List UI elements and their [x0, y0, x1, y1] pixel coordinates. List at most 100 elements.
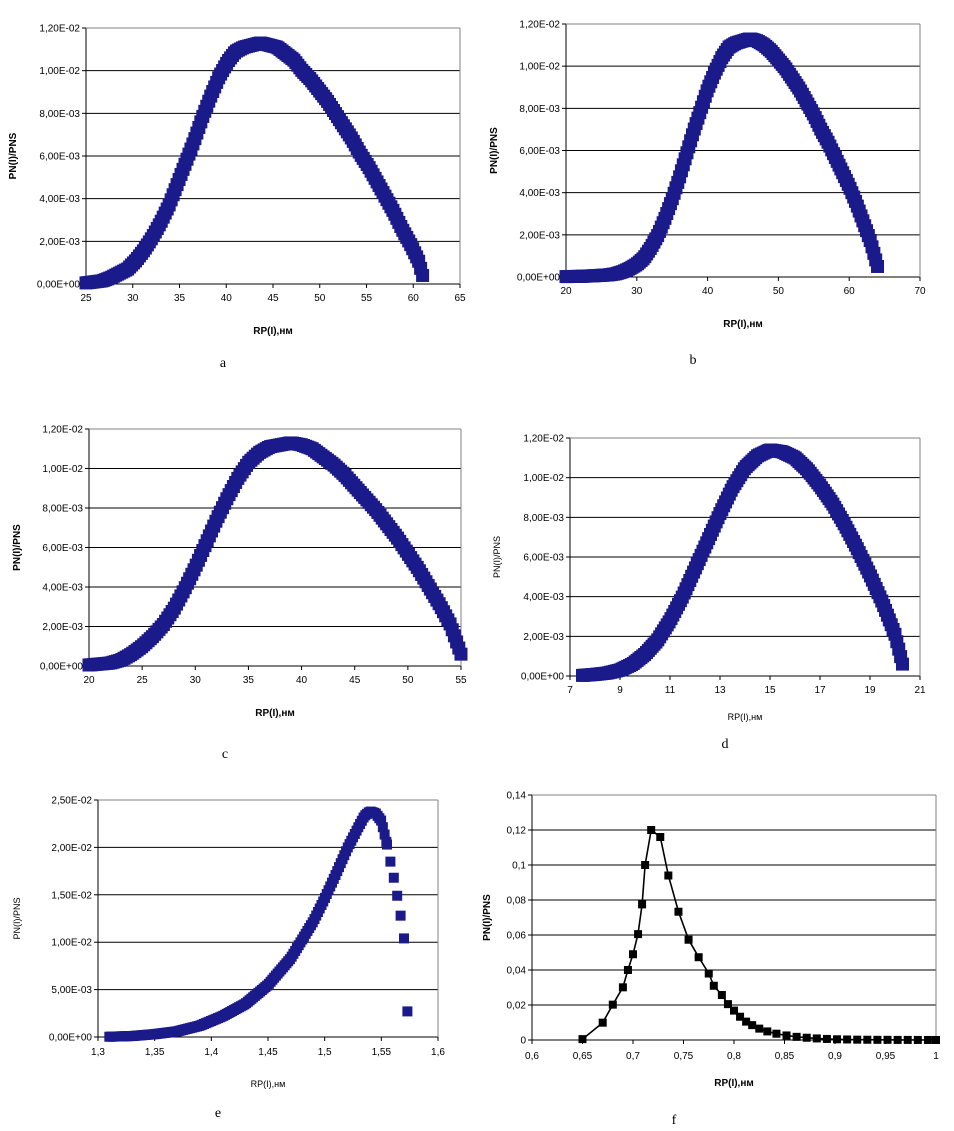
x-tick-label: 20	[560, 286, 572, 297]
data-point	[416, 268, 430, 282]
data-point	[578, 1035, 587, 1044]
data-point	[772, 1029, 781, 1038]
chart-f: 0 0,02 0,04 0,06 0,08 0,1 0,12 0,14 0,6 0,65 0,7 0,…	[482, 791, 940, 1128]
subfigure-caption: f	[672, 1113, 677, 1128]
chart-c: 0,00E+00 2,00E-03 4,00E-03 6,00E-03 8,00E-03…	[12, 425, 468, 762]
data-point	[694, 953, 703, 962]
subfigure-caption: a	[220, 356, 227, 371]
y-tick-label: 1,20E-02	[39, 24, 80, 35]
x-tick-label: 25	[137, 675, 149, 686]
x-tick-label: 50	[402, 675, 414, 686]
y-tick-label: 4,00E-03	[42, 583, 83, 594]
x-tick-label: 13	[714, 685, 726, 696]
data-point	[656, 833, 665, 841]
data-point	[896, 657, 909, 671]
data-point	[623, 966, 632, 974]
data-point	[634, 930, 643, 939]
data-point	[618, 983, 627, 992]
data-point	[871, 259, 885, 273]
data-point	[913, 1035, 922, 1044]
y-tick-label: 1,00E-02	[519, 62, 560, 73]
x-axis-label: RP(I),нм	[723, 319, 763, 330]
data-point	[664, 871, 673, 880]
y-tick-label: 1,20E-02	[42, 425, 83, 436]
data-point	[730, 1006, 738, 1015]
x-tick-label: 0,7	[626, 1051, 640, 1062]
y-tick-label: 8,00E-03	[523, 513, 564, 524]
y-tick-label: 0,04	[507, 966, 527, 977]
data-point	[883, 1035, 892, 1044]
data-point	[709, 981, 718, 990]
x-axis-label: RP(I),нм	[255, 708, 295, 719]
x-tick-label: 17	[814, 685, 826, 696]
data-point	[399, 933, 409, 944]
x-tick-label: 30	[631, 286, 643, 297]
data-point	[641, 861, 650, 869]
data-point	[598, 1018, 607, 1027]
y-tick-label: 2,00E-03	[519, 230, 560, 241]
y-tick-label: 8,00E-03	[42, 504, 83, 515]
y-axis-label: PN(I)/PNS	[482, 894, 493, 941]
data-point	[684, 935, 693, 944]
x-tick-label: 9	[617, 685, 623, 696]
y-tick-label: 1,00E-02	[39, 66, 80, 77]
subfigure-caption: e	[215, 1106, 221, 1121]
y-tick-label: 8,00E-03	[39, 109, 80, 120]
data-point	[704, 969, 713, 978]
x-tick-label: 70	[914, 286, 926, 297]
y-tick-label: 6,00E-03	[42, 543, 83, 554]
y-tick-label: 0,00E+00	[517, 273, 561, 284]
x-tick-label: 1,6	[431, 1047, 445, 1058]
x-tick-label: 30	[127, 293, 139, 304]
data-point	[903, 1035, 912, 1044]
data-point	[763, 1027, 772, 1036]
x-tick-label: 45	[267, 293, 279, 304]
y-tick-label: 5,00E-03	[51, 985, 92, 996]
x-tick-label: 11	[665, 685, 676, 696]
x-tick-label: 1,3	[91, 1047, 105, 1058]
data-point	[395, 910, 406, 921]
x-tick-label: 1,55	[372, 1047, 392, 1058]
data-point	[723, 1000, 732, 1009]
x-tick-label: 1,5	[318, 1047, 332, 1058]
x-axis-label: RP(I),нм	[253, 326, 293, 337]
x-tick-label: 0,9	[828, 1051, 842, 1062]
y-tick-label: 2,50E-02	[51, 796, 92, 807]
data-point	[647, 826, 656, 834]
y-axis-label: PN(I)/PNS	[492, 536, 502, 578]
chart-e: 0,00E+00 5,00E-03 1,00E-02 1,50E-02 2,00E-02…	[12, 796, 445, 1122]
data-point	[932, 1035, 940, 1044]
data-point	[379, 829, 390, 840]
y-tick-label: 0,14	[507, 791, 527, 802]
y-tick-label: 0,02	[507, 1001, 527, 1012]
y-axis-label: PN(I)/PNS	[489, 127, 500, 174]
x-tick-label: 15	[764, 685, 776, 696]
data-point	[674, 907, 683, 916]
x-tick-label: 55	[361, 293, 373, 304]
x-tick-label: 65	[454, 293, 466, 304]
x-tick-label: 50	[314, 293, 326, 304]
y-tick-label: 2,00E-03	[39, 237, 80, 248]
x-tick-label: 1,4	[204, 1047, 218, 1058]
chart-a: 0,00E+00 2,00E-03 4,00E-03 6,00E-03 8,00E-03…	[8, 24, 466, 372]
y-axis-label: PN(I)/PNS	[12, 524, 23, 571]
x-tick-label: 0,65	[573, 1051, 593, 1062]
data-point	[853, 1035, 862, 1044]
data-point	[843, 1035, 852, 1044]
x-tick-label: 1	[933, 1051, 939, 1062]
data-point	[742, 1017, 751, 1026]
y-tick-label: 4,00E-03	[519, 188, 560, 199]
x-tick-label: 45	[349, 675, 361, 686]
data-point	[822, 1034, 831, 1043]
data-point	[782, 1031, 791, 1040]
data-point	[377, 822, 388, 833]
x-axis-label: RP(I),нм	[728, 712, 763, 722]
y-tick-label: 0,00E+00	[521, 672, 565, 683]
y-tick-label: 8,00E-03	[519, 104, 560, 115]
y-tick-label: 0,1	[512, 861, 526, 872]
data-point	[873, 1035, 882, 1044]
y-tick-label: 0,12	[507, 826, 527, 837]
x-tick-label: 55	[455, 675, 467, 686]
y-tick-label: 1,00E-02	[51, 938, 92, 949]
data-point	[382, 839, 392, 850]
